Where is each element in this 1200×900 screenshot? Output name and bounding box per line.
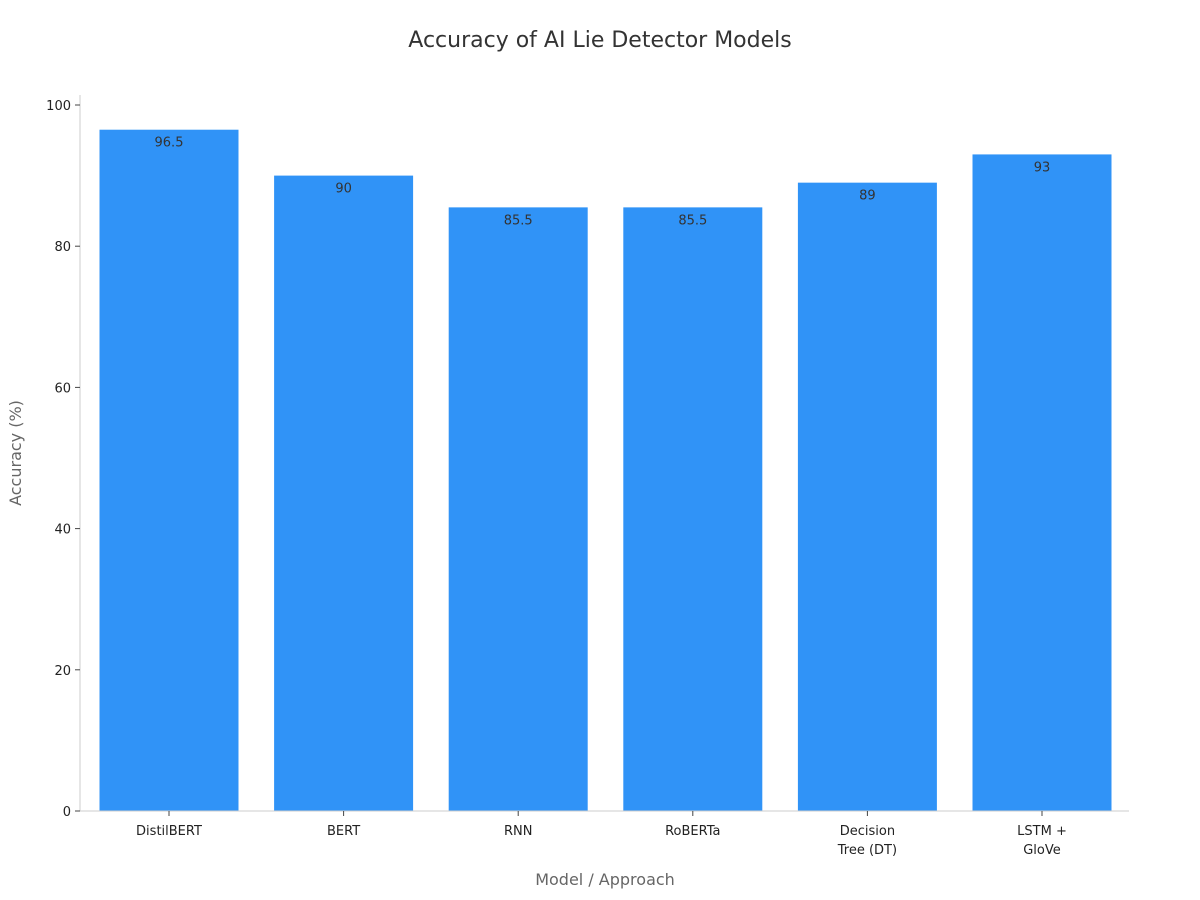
bar-value-label: 85.5 bbox=[678, 213, 707, 228]
x-tick-label: DistilBERT bbox=[136, 824, 202, 839]
x-axis-title: Model / Approach bbox=[535, 870, 675, 889]
bar bbox=[99, 129, 239, 811]
bar-value-label: 85.5 bbox=[504, 213, 533, 228]
y-tick-label: 80 bbox=[54, 240, 71, 255]
x-tick-label: Decision bbox=[840, 824, 895, 839]
x-tick-label: RoBERTa bbox=[665, 824, 720, 839]
bar-value-label: 96.5 bbox=[155, 136, 184, 151]
bar bbox=[623, 207, 763, 811]
x-tick-label: BERT bbox=[327, 824, 360, 839]
x-tick-label: RNN bbox=[504, 824, 532, 839]
x-tick-label: Tree (DT) bbox=[837, 843, 897, 858]
bar bbox=[448, 207, 588, 811]
bar-value-label: 90 bbox=[335, 182, 352, 197]
bar bbox=[274, 175, 414, 812]
y-tick-label: 100 bbox=[46, 99, 71, 114]
y-tick-label: 20 bbox=[54, 664, 71, 679]
x-tick-label: LSTM + bbox=[1017, 824, 1067, 839]
x-tick-label: GloVe bbox=[1023, 843, 1061, 858]
bar-value-label: 93 bbox=[1034, 160, 1051, 175]
bar-value-label: 89 bbox=[859, 189, 876, 204]
y-tick-label: 0 bbox=[63, 805, 71, 820]
bar bbox=[972, 154, 1112, 812]
chart-title: Accuracy of AI Lie Detector Models bbox=[408, 28, 791, 53]
y-tick-label: 40 bbox=[54, 523, 71, 538]
y-tick-label: 60 bbox=[54, 381, 71, 396]
bar bbox=[797, 182, 937, 811]
y-axis-title: Accuracy (%) bbox=[6, 400, 25, 506]
